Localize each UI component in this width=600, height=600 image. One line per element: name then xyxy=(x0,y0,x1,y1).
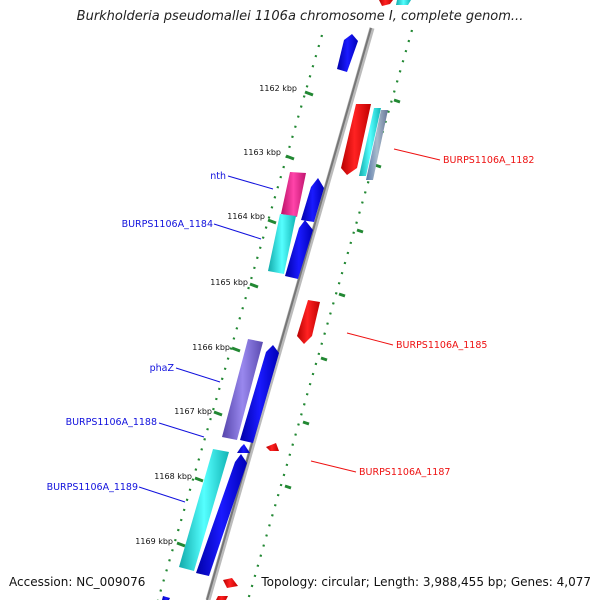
gene-burps1106a-1187[interactable] xyxy=(266,443,279,451)
gene-nth-blue[interactable] xyxy=(301,178,324,222)
label-burps1106a-1187[interactable]: BURPS1106A_1187 xyxy=(359,467,450,478)
tick-label-1168: 1168 kbp xyxy=(154,472,192,481)
leader-burps1106a-1189 xyxy=(138,486,186,503)
tick-inner-6 xyxy=(302,420,310,426)
gene-bottom-blue[interactable] xyxy=(162,596,170,600)
leader-nth xyxy=(227,175,274,190)
label-nth[interactable]: nth xyxy=(210,171,226,182)
tick-1162 xyxy=(304,90,314,97)
tick-1168 xyxy=(194,476,204,483)
label-burps1106a-1182[interactable]: BURPS1106A_1182 xyxy=(443,155,534,166)
gene-bottom-red[interactable] xyxy=(223,578,238,588)
gene-top-cyan[interactable] xyxy=(396,0,411,5)
gene-top-blue[interactable] xyxy=(337,34,358,72)
tick-1167 xyxy=(213,410,223,417)
tick-1163 xyxy=(285,154,295,161)
gene-burps1106a-1182[interactable] xyxy=(341,104,371,175)
tick-1164 xyxy=(267,218,277,225)
tick-label-1167: 1167 kbp xyxy=(174,407,212,416)
gene-phaz-blue[interactable] xyxy=(240,345,279,443)
tick-label-1163: 1163 kbp xyxy=(243,148,281,157)
label-burps1106a-1189[interactable]: BURPS1106A_1189 xyxy=(47,482,138,493)
leader-burps1106a-1184 xyxy=(213,223,262,240)
tick-label-1169: 1169 kbp xyxy=(135,537,173,546)
tick-inner-7 xyxy=(284,484,292,490)
gene-phaz[interactable] xyxy=(222,339,263,440)
gene-1182-cyan[interactable] xyxy=(359,108,381,176)
gene-bottom-red-2[interactable] xyxy=(216,596,228,600)
gene-top-red[interactable] xyxy=(379,0,393,6)
kbp-ticks xyxy=(176,90,401,548)
label-burps1106a-1188[interactable]: BURPS1106A_1188 xyxy=(66,417,157,428)
tick-inner-5 xyxy=(320,356,328,362)
gene-nth[interactable] xyxy=(281,172,306,217)
inner-dotted-guide xyxy=(246,29,414,600)
tick-inner-1 xyxy=(393,98,401,104)
tick-label-1162: 1162 kbp xyxy=(259,84,297,93)
leader-burps1106a-1187 xyxy=(310,460,357,473)
gene-burps1106a-1189[interactable] xyxy=(179,449,229,571)
accession-text: Accession: NC_009076 xyxy=(9,575,146,589)
tick-label-1164: 1164 kbp xyxy=(227,212,265,221)
label-burps1106a-1184[interactable]: BURPS1106A_1184 xyxy=(122,219,213,230)
tick-1165 xyxy=(249,282,259,289)
tick-inner-4 xyxy=(338,292,346,298)
label-burps1106a-1185[interactable]: BURPS1106A_1185 xyxy=(396,340,487,351)
tick-label-1166: 1166 kbp xyxy=(192,343,230,352)
map-title: Burkholderia pseudomallei 1106a chromoso… xyxy=(76,9,524,24)
tick-1169 xyxy=(176,541,186,548)
tick-1166 xyxy=(231,346,241,353)
leader-burps1106a-1182 xyxy=(393,148,441,161)
outer-dotted-guide xyxy=(156,34,324,600)
genome-summary-text: Topology: circular; Length: 3,988,455 bp… xyxy=(261,575,591,589)
leader-burps1106a-1185 xyxy=(346,332,394,346)
gene-1182-grey[interactable] xyxy=(366,110,388,180)
gene-burps1106a-1188[interactable] xyxy=(237,444,250,453)
gene-1184-blue[interactable] xyxy=(285,220,313,279)
label-phaz[interactable]: phaZ xyxy=(150,363,175,374)
gene-1189-blue[interactable] xyxy=(196,454,247,576)
gene-burps1106a-1185[interactable] xyxy=(297,300,320,344)
gene-burps1106a-1184[interactable] xyxy=(268,214,296,274)
leader-burps1106a-1188 xyxy=(158,422,205,438)
leader-phaz xyxy=(175,367,221,383)
tick-label-1165: 1165 kbp xyxy=(210,278,248,287)
chromosome-backbone-core xyxy=(206,27,372,600)
tick-inner-3 xyxy=(356,228,364,234)
